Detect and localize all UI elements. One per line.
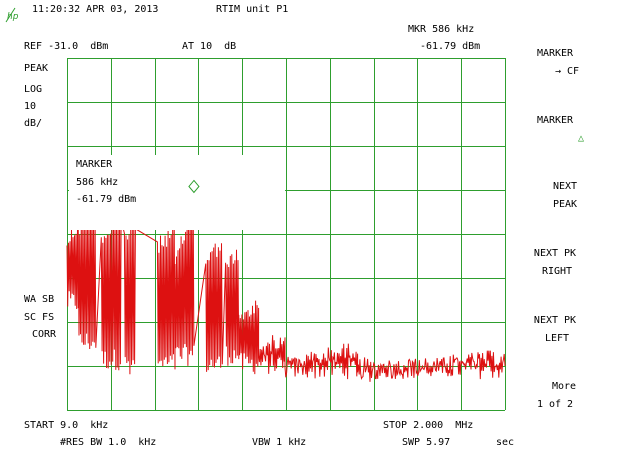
attenuation: AT 10 dB — [182, 41, 237, 52]
flag-corr: CORR — [32, 329, 57, 340]
softkey-label: MARKER — [536, 48, 574, 59]
window-title: RTIM unit P1 — [216, 4, 289, 15]
softkey-page-indicator: 1 of 2 — [536, 399, 574, 410]
marker-box-amplitude: -61.79 dBm — [76, 194, 137, 205]
hp-logo: hp — [5, 7, 19, 23]
marker-diamond-icon — [188, 179, 200, 194]
delta-icon: △ — [577, 133, 585, 144]
softkey-sublabel: RIGHT — [541, 266, 573, 277]
spectrum-trace — [66, 208, 506, 382]
marker-box-frequency: 586 kHz — [76, 177, 119, 188]
sweep-time: SWP 5.97 — [402, 437, 451, 448]
softkey-marker-delta[interactable]: MARKER △ — [510, 112, 600, 148]
softkey-sublabel: PEAK — [552, 199, 578, 210]
softkey-marker-to-cf[interactable]: MARKER → CF — [510, 45, 600, 81]
softkey-next-pk-right[interactable]: NEXT PK RIGHT — [510, 245, 600, 281]
softkey-next-peak[interactable]: NEXT PEAK — [510, 178, 600, 214]
marker-readout-label: MKR 586 kHz — [408, 24, 475, 35]
softkey-more[interactable]: More 1 of 2 — [510, 378, 600, 414]
marker-box-mask — [69, 155, 285, 230]
sweep-unit: sec — [496, 437, 515, 448]
softkey-sublabel: LEFT — [544, 333, 570, 344]
softkey-sublabel: → CF — [554, 66, 580, 77]
flag-sc-fs: SC FS — [24, 312, 55, 323]
timestamp: 11:20:32 APR 03, 2013 — [32, 4, 159, 15]
marker-box-title: MARKER — [76, 159, 113, 170]
softkey-label: NEXT PK — [533, 315, 577, 326]
svg-text:hp: hp — [7, 12, 19, 22]
resolution-bandwidth: #RES BW 1.0 kHz — [60, 437, 157, 448]
scale-unit: dB/ — [24, 118, 43, 129]
video-bandwidth: VBW 1 kHz — [252, 437, 307, 448]
scale-type: LOG — [24, 84, 43, 95]
softkey-label: More — [551, 381, 577, 392]
detector-mode: PEAK — [24, 63, 49, 74]
softkey-next-pk-left[interactable]: NEXT PK LEFT — [510, 312, 600, 348]
marker-readout-value: -61.79 dBm — [420, 41, 481, 52]
softkey-label: NEXT — [552, 181, 578, 192]
softkey-label: NEXT PK — [533, 248, 577, 259]
stop-frequency: STOP 2.000 MHz — [383, 420, 474, 431]
start-frequency: START 9.0 kHz — [24, 420, 109, 431]
scale-value: 10 — [24, 101, 37, 112]
ref-level: REF -31.0 dBm — [24, 41, 109, 52]
flag-wa-sb: WA SB — [24, 294, 55, 305]
softkey-label: MARKER — [536, 115, 574, 126]
